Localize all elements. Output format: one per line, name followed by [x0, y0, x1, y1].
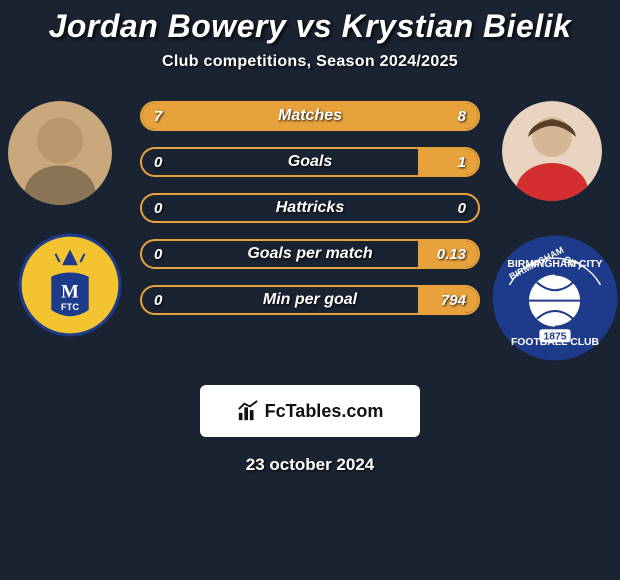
bar-fill-left — [142, 103, 297, 129]
stat-bars: 78Matches01Goals00Hattricks00.13Goals pe… — [140, 101, 480, 331]
stat-value-right: 0 — [458, 195, 466, 221]
crest-icon: BIRMINGHAM CITY BIRMINGHAM CITY FOOTBALL… — [490, 233, 620, 363]
branding-badge: FcTables.com — [200, 385, 420, 437]
bar-fill-right — [418, 149, 478, 175]
stat-label: Hattricks — [142, 195, 478, 221]
stat-value-left: 0 — [154, 195, 162, 221]
stat-value-left: 0 — [154, 241, 162, 267]
player-right-avatar — [502, 101, 602, 201]
svg-text:1875: 1875 — [543, 332, 566, 343]
club-left-crest: M FTC — [18, 233, 122, 337]
stat-row-hattricks: 0 0Hattricks — [140, 193, 480, 223]
stat-row-goals: 01Goals — [140, 147, 480, 177]
page-title: Jordan Bowery vs Krystian Bielik — [0, 8, 620, 45]
crest-icon: M FTC — [18, 233, 122, 337]
player-left-avatar — [8, 101, 112, 205]
stats-area: M FTC BIRMINGHAM CITY BIRMINGHAM CITY FO… — [0, 101, 620, 371]
bar-fill-right — [297, 103, 478, 129]
chart-icon — [237, 400, 259, 422]
bar-fill-right — [418, 241, 478, 267]
branding-text: FcTables.com — [265, 401, 384, 422]
svg-text:FTC: FTC — [61, 302, 79, 312]
stat-row-goals-per-match: 00.13Goals per match — [140, 239, 480, 269]
stat-value-left: 0 — [154, 287, 162, 313]
subtitle: Club competitions, Season 2024/2025 — [0, 53, 620, 71]
bar-fill-right — [418, 287, 478, 313]
comparison-card: Jordan Bowery vs Krystian Bielik Club co… — [0, 0, 620, 475]
svg-text:M: M — [61, 281, 79, 302]
club-right-crest: BIRMINGHAM CITY BIRMINGHAM CITY FOOTBALL… — [490, 233, 620, 363]
date-label: 23 october 2024 — [0, 455, 620, 475]
stat-row-min-per-goal: 0794Min per goal — [140, 285, 480, 315]
stat-row-matches: 78Matches — [140, 101, 480, 131]
person-icon — [8, 101, 112, 205]
stat-value-left: 0 — [154, 149, 162, 175]
person-icon — [502, 101, 602, 201]
